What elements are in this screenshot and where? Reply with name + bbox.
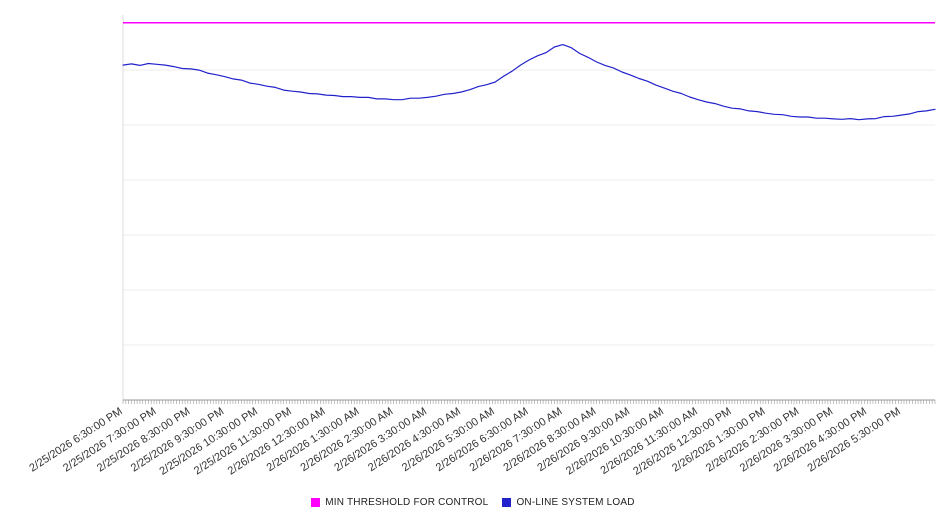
- threshold-legend-label: MIN THRESHOLD FOR CONTROL: [325, 497, 489, 508]
- gridlines: [123, 69, 935, 346]
- x-axis-minor-ticks: [122, 400, 936, 404]
- load-legend-label: ON-LINE SYSTEM LOAD: [516, 497, 635, 508]
- legend-item-threshold: MIN THRESHOLD FOR CONTROL: [311, 497, 488, 508]
- x-axis-labels: 2/25/2026 6:30:00 PM2/25/2026 7:30:00 PM…: [27, 405, 902, 477]
- chart-canvas: 2/25/2026 6:30:00 PM2/25/2026 7:30:00 PM…: [27, 15, 936, 478]
- load-line: [122, 43, 936, 121]
- chart-area: 2/25/2026 6:30:00 PM 2/25/2026 7:30:00 PM…: [27, 15, 936, 478]
- threshold-legend-swatch: [311, 498, 321, 507]
- legend-item-load: ON-LINE SYSTEM LOAD: [502, 497, 635, 508]
- load-legend-swatch: [502, 498, 512, 507]
- legend: MIN THRESHOLD FOR CONTROL ON-LINE SYSTEM…: [0, 497, 946, 508]
